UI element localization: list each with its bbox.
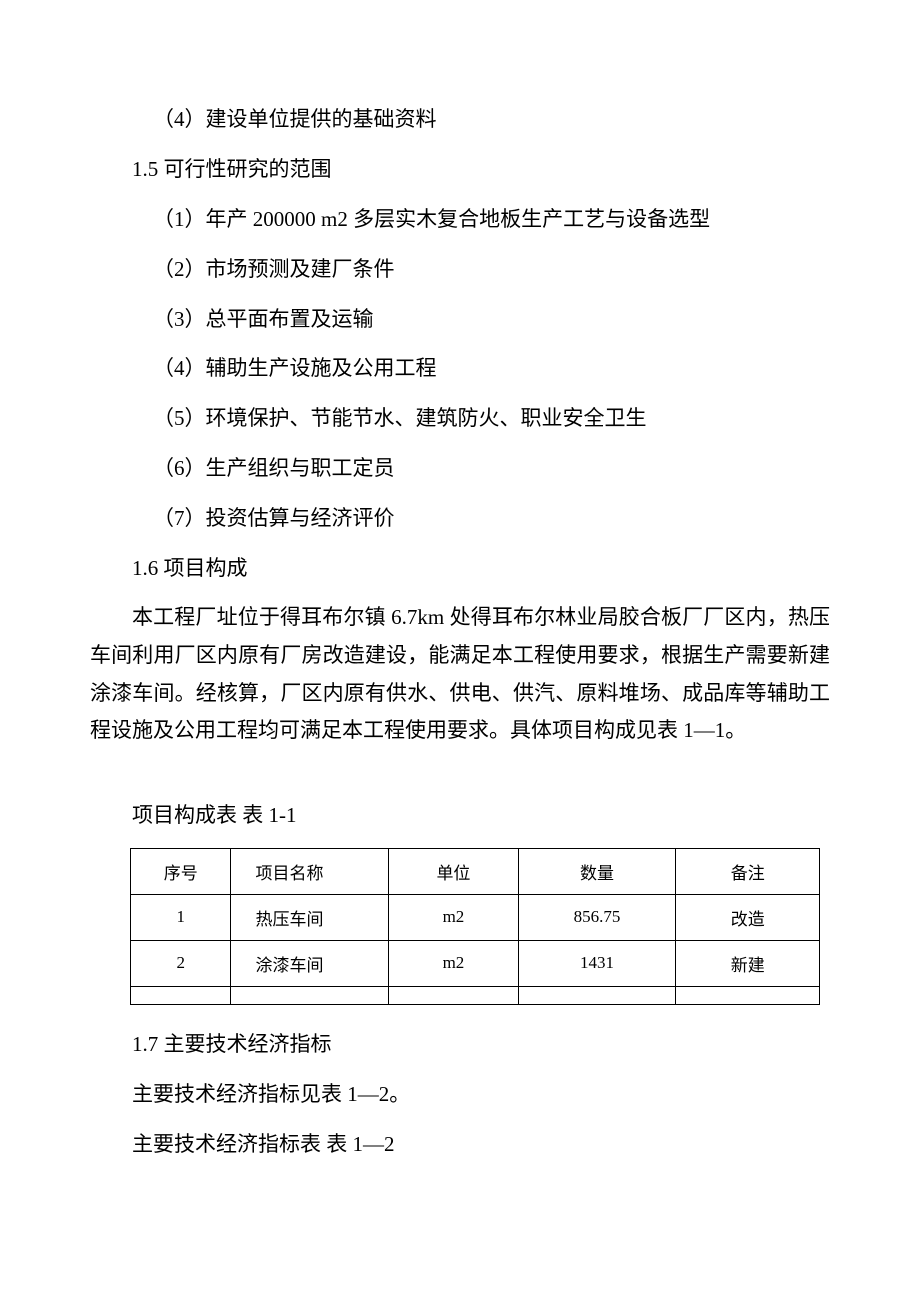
header-unit: 单位 (389, 848, 518, 894)
cell-seq: 1 (131, 894, 231, 940)
cell-qty: 1431 (518, 940, 676, 986)
header-name: 项目名称 (231, 848, 389, 894)
list-item: （3）总平面布置及运输 (90, 300, 830, 340)
paragraph: 本工程厂址位于得耳布尔镇 6.7km 处得耳布尔林业局胶合板厂厂区内，热压车间利… (90, 599, 830, 750)
header-note: 备注 (676, 848, 820, 894)
list-item: （2）市场预测及建厂条件 (90, 250, 830, 290)
cell-seq: 2 (131, 940, 231, 986)
table-1-1-title: 项目构成表 表 1-1 (90, 796, 830, 836)
list-item: （6）生产组织与职工定员 (90, 449, 830, 489)
section-1-7-title: 1.7 主要技术经济指标 (90, 1025, 830, 1065)
cell-note: 改造 (676, 894, 820, 940)
list-item: （5）环境保护、节能节水、建筑防火、职业安全卫生 (90, 399, 830, 439)
document-body: （4）建设单位提供的基础资料 1.5 可行性研究的范围 （1）年产 200000… (90, 100, 830, 1165)
cell-name: 涂漆车间 (231, 940, 389, 986)
cell-name: 热压车间 (231, 894, 389, 940)
list-item: （4）建设单位提供的基础资料 (90, 100, 830, 140)
table-row: 2 涂漆车间 m2 1431 新建 (131, 940, 820, 986)
cell-note: 新建 (676, 940, 820, 986)
header-seq: 序号 (131, 848, 231, 894)
table-1-2-title: 主要技术经济指标表 表 1—2 (90, 1125, 830, 1165)
section-1-5-title: 1.5 可行性研究的范围 (90, 150, 830, 190)
table-header-row: 序号 项目名称 单位 数量 备注 (131, 848, 820, 894)
list-item: （4）辅助生产设施及公用工程 (90, 349, 830, 389)
cell-unit: m2 (389, 894, 518, 940)
cell-qty: 856.75 (518, 894, 676, 940)
section-1-6-title: 1.6 项目构成 (90, 549, 830, 589)
header-qty: 数量 (518, 848, 676, 894)
table-row: 1 热压车间 m2 856.75 改造 (131, 894, 820, 940)
table-1-1: 序号 项目名称 单位 数量 备注 1 热压车间 m2 856.75 改造 2 涂… (130, 848, 820, 1005)
list-item: （7）投资估算与经济评价 (90, 499, 830, 539)
paragraph-line: 主要技术经济指标见表 1—2。 (90, 1075, 830, 1115)
cell-unit: m2 (389, 940, 518, 986)
table-row-empty (131, 986, 820, 1004)
table-1-1-wrapper: 序号 项目名称 单位 数量 备注 1 热压车间 m2 856.75 改造 2 涂… (90, 848, 830, 1005)
list-item: （1）年产 200000 m2 多层实木复合地板生产工艺与设备选型 (90, 200, 830, 240)
